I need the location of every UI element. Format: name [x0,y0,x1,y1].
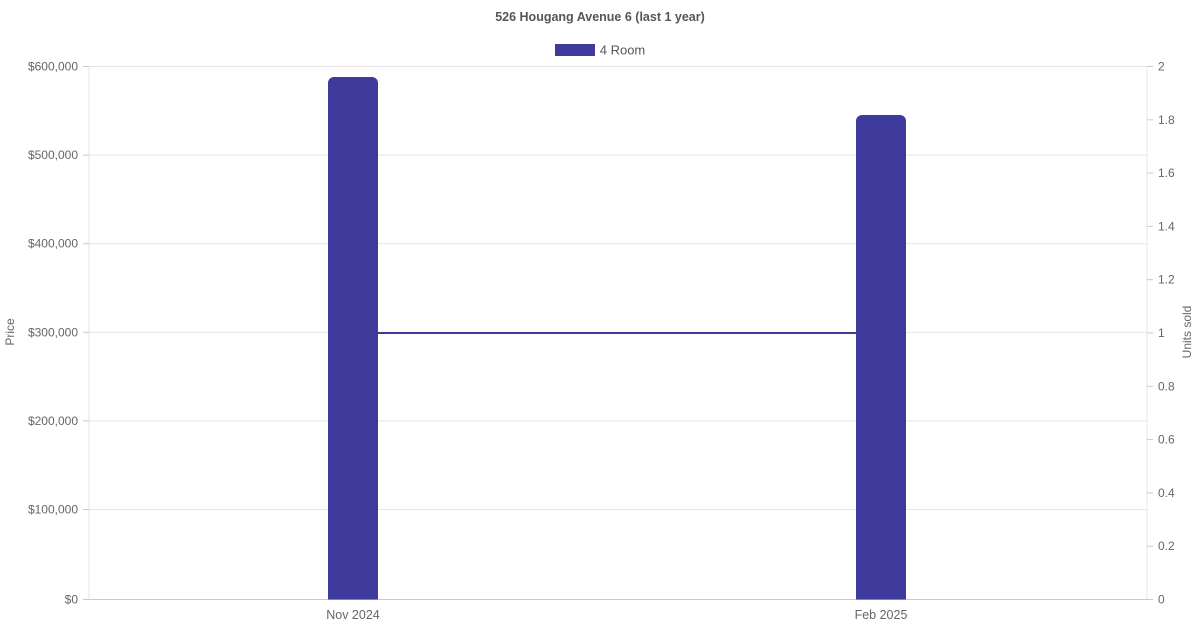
svg-text:2: 2 [1158,60,1165,74]
svg-text:1.8: 1.8 [1158,113,1175,127]
svg-text:$500,000: $500,000 [28,148,78,162]
svg-text:1.6: 1.6 [1158,166,1175,180]
svg-text:0.4: 0.4 [1158,486,1175,500]
svg-text:1: 1 [1158,326,1165,340]
svg-text:$600,000: $600,000 [28,60,78,74]
svg-text:1.2: 1.2 [1158,273,1175,287]
svg-text:0.2: 0.2 [1158,539,1175,553]
svg-text:Units sold: Units sold [1180,306,1194,359]
svg-text:0.8: 0.8 [1158,379,1175,393]
svg-text:Nov 2024: Nov 2024 [326,608,380,622]
svg-text:0.6: 0.6 [1158,433,1175,447]
svg-text:Feb 2025: Feb 2025 [855,608,908,622]
svg-text:$300,000: $300,000 [28,325,78,339]
svg-text:1.4: 1.4 [1158,219,1175,233]
svg-text:$400,000: $400,000 [28,237,78,251]
svg-text:Price: Price [3,318,17,346]
svg-text:$100,000: $100,000 [28,503,78,517]
svg-text:$200,000: $200,000 [28,414,78,428]
svg-text:0: 0 [1158,593,1165,607]
svg-text:$0: $0 [65,593,79,607]
